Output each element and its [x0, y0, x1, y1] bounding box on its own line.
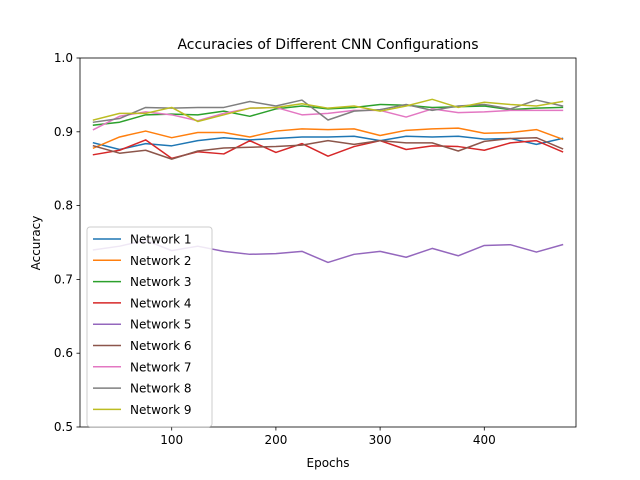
x-tick-label: 100 — [160, 433, 183, 447]
legend-label: Network 5 — [130, 318, 192, 332]
legend-label: Network 2 — [130, 254, 192, 268]
series-line-network-1 — [92, 135, 564, 151]
series-line-network-2 — [92, 127, 564, 150]
x-tick-label: 200 — [264, 433, 287, 447]
y-tick-label: 0.6 — [54, 346, 73, 360]
y-tick-label: 0.5 — [54, 420, 73, 434]
legend: Network 1 Network 2 Network 3 Network 4 Netw… — [86, 226, 213, 428]
y-tick-label: 0.7 — [54, 272, 73, 286]
y-axis-label: Accuracy — [29, 216, 43, 271]
y-tick-label: 0.9 — [54, 125, 73, 139]
series-line-network-7 — [92, 106, 564, 131]
legend-label: Network 3 — [130, 275, 192, 289]
legend-label: Network 7 — [130, 360, 192, 374]
y-tick-label: 0.8 — [54, 199, 73, 213]
legend-label: Network 9 — [130, 403, 192, 417]
series-line-network-6 — [92, 136, 564, 160]
legend-box — [86, 226, 213, 428]
x-tick-label: 300 — [369, 433, 392, 447]
legend-label: Network 8 — [130, 382, 192, 396]
plot-area: 100 200 300 400 0.5 0.6 0.7 0.8 0.9 1.0 — [54, 51, 577, 447]
y-tick-label: 1.0 — [54, 51, 73, 65]
legend-label: Network 4 — [130, 296, 192, 310]
x-axis-label: Epochs — [307, 456, 350, 470]
chart-title: Accuracies of Different CNN Configuratio… — [177, 37, 478, 53]
series-line-network-9 — [92, 98, 564, 123]
legend-label: Network 6 — [130, 339, 192, 353]
legend-label: Network 1 — [130, 233, 192, 247]
axes-frame — [79, 57, 577, 428]
x-tick-label: 400 — [473, 433, 496, 447]
